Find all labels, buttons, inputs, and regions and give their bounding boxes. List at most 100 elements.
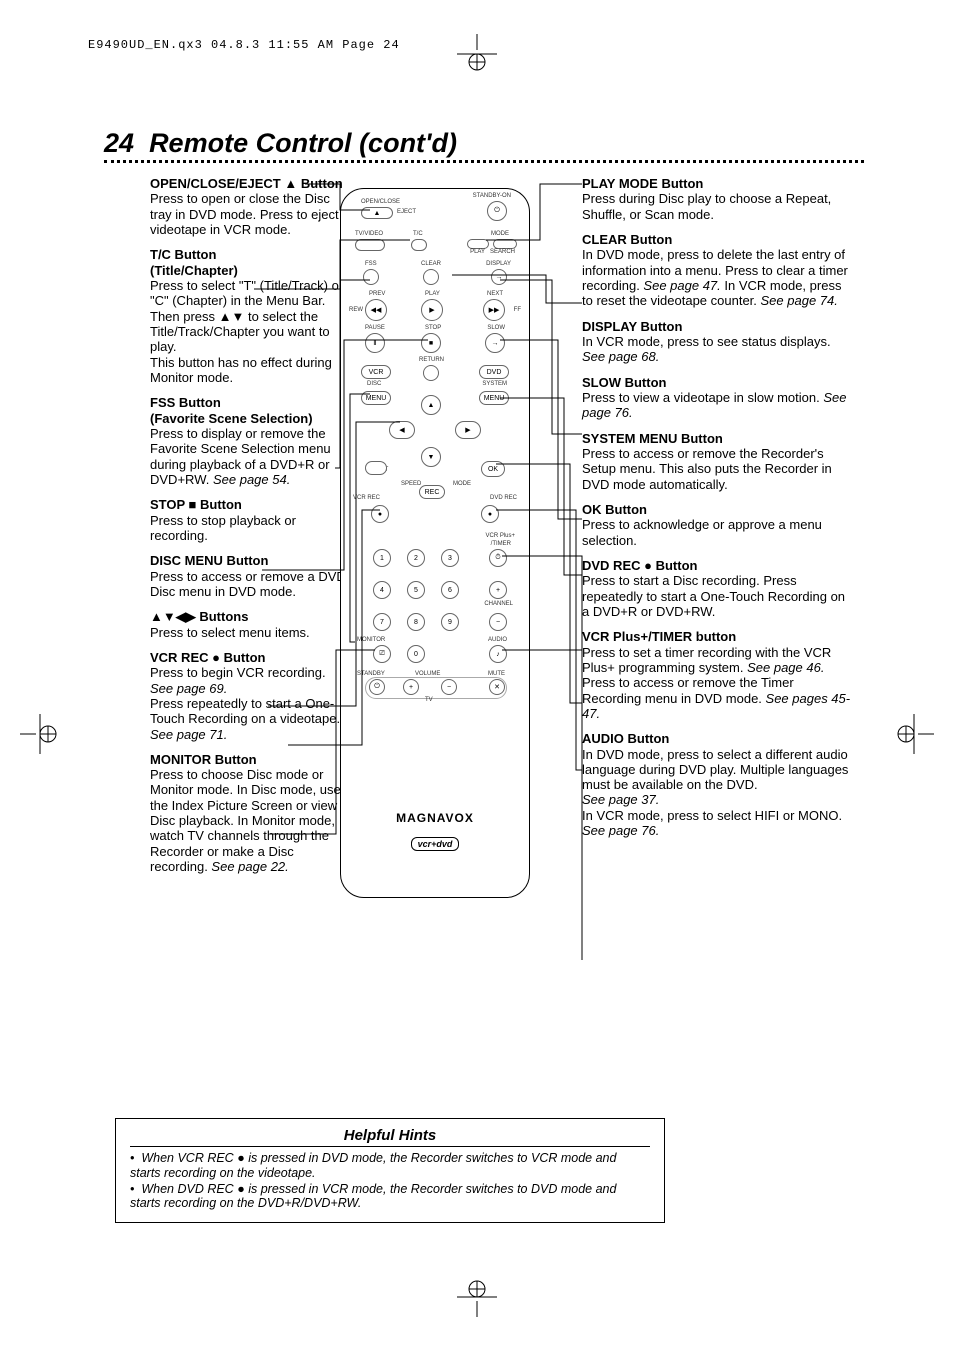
callout-title: VCR Plus+/TIMER button <box>582 629 736 644</box>
btn-rew[interactable]: ◀◀ <box>365 299 387 321</box>
btn-eject[interactable]: ▲ <box>361 207 393 219</box>
callout-body: Press to access or remove the Recorder's… <box>582 446 832 492</box>
btn-dvd[interactable]: DVD <box>479 365 509 379</box>
btn-display[interactable]: → <box>491 269 507 285</box>
right-callout-5: OK ButtonPress to acknowledge or approve… <box>582 502 854 548</box>
label-dvd-rec: DVD REC <box>490 495 517 501</box>
right-callout-0: PLAY MODE ButtonPress during Disc play t… <box>582 176 854 222</box>
callout-subtitle: (Favorite Scene Selection) <box>150 411 313 426</box>
btn-slow[interactable]: → <box>485 333 505 353</box>
btn-disc-menu[interactable]: MENU <box>361 391 391 405</box>
btn-vcr-rec[interactable]: ● <box>371 505 389 523</box>
label-mute: MUTE <box>488 671 505 677</box>
page-title-text: Remote Control (cont'd) <box>149 128 457 158</box>
btn-system-menu[interactable]: MENU <box>479 391 509 405</box>
callout-body: Press during Disc play to choose a Repea… <box>582 191 831 221</box>
callout-body: Press to view a videotape in slow motion… <box>582 390 846 420</box>
label-ff: FF <box>514 307 521 313</box>
btn-2[interactable]: 2 <box>407 549 425 567</box>
label-system: SYSTEM <box>482 381 507 387</box>
label-play-l: PLAY <box>470 249 485 255</box>
label-audio: AUDIO <box>488 637 507 643</box>
btn-8[interactable]: 8 <box>407 613 425 631</box>
label-eject: EJECT <box>397 209 416 215</box>
label-play2: PLAY <box>425 291 440 297</box>
callout-body: In DVD mode, press to select a different… <box>582 747 848 839</box>
btn-rec-speed[interactable]: REC <box>419 485 445 499</box>
label-slow: SLOW <box>487 325 505 331</box>
btn-pause[interactable]: Ⅱ <box>365 333 385 353</box>
btn-return[interactable] <box>423 365 439 381</box>
btn-standby[interactable]: ⏻ <box>487 201 507 221</box>
btn-stop[interactable]: ■ <box>421 333 441 353</box>
label-timer: /TIMER <box>491 541 511 547</box>
remote-sub-brand: vcr+dvd <box>341 839 529 849</box>
btn-select[interactable] <box>365 461 387 475</box>
hint-item-1: • When DVD REC ● is pressed in VCR mode,… <box>130 1182 650 1212</box>
btn-mute[interactable]: ✕ <box>489 679 505 695</box>
btn-1[interactable]: 1 <box>373 549 391 567</box>
btn-dvd-rec[interactable]: ● <box>481 505 499 523</box>
callout-body: Press to start a Disc recording. Press r… <box>582 573 845 619</box>
label-standby2: STANDBY <box>357 671 385 677</box>
btn-0[interactable]: 0 <box>407 645 425 663</box>
callout-title: PLAY MODE Button <box>582 176 703 191</box>
btn-vcrplus-timer[interactable]: ⏱ <box>489 549 507 567</box>
left-callout-1: T/C Button(Title/Chapter)Press to select… <box>150 247 350 385</box>
btn-9[interactable]: 9 <box>441 613 459 631</box>
callout-body: Press to acknowledge or approve a menu s… <box>582 517 822 547</box>
callout-title: DVD REC ● Button <box>582 558 697 573</box>
label-disc: DISC <box>367 381 381 387</box>
btn-6[interactable]: 6 <box>441 581 459 599</box>
header-rule <box>104 160 864 163</box>
callout-title: VCR REC ● Button <box>150 650 265 665</box>
btn-audio[interactable]: ♪ <box>489 645 507 663</box>
btn-monitor[interactable]: ⎚ <box>373 645 391 663</box>
callout-body: Press to open or close the Disc tray in … <box>150 191 349 237</box>
callout-title: MONITOR Button <box>150 752 257 767</box>
btn-tv-standby[interactable]: ⏻ <box>369 679 385 695</box>
label-next: NEXT <box>487 291 503 297</box>
page-title: 24 Remote Control (cont'd) <box>104 128 457 159</box>
btn-3[interactable]: 3 <box>441 549 459 567</box>
crop-mark-left <box>20 714 60 754</box>
btn-clear[interactable] <box>423 269 439 285</box>
label-standby: STANDBY-ON <box>473 193 511 199</box>
btn-vol-up[interactable]: + <box>403 679 419 695</box>
btn-vcr[interactable]: VCR <box>361 365 391 379</box>
btn-right[interactable]: ▶ <box>455 421 481 439</box>
btn-play-mode[interactable] <box>467 239 489 249</box>
label-search: SEARCH <box>490 249 515 255</box>
btn-fss[interactable] <box>363 269 379 285</box>
btn-ok[interactable]: OK <box>481 461 505 477</box>
print-job-header: E9490UD_EN.qx3 04.8.3 11:55 AM Page 24 <box>88 38 400 52</box>
callout-body: Press to choose Disc mode or Monitor mod… <box>150 767 341 874</box>
btn-4[interactable]: 4 <box>373 581 391 599</box>
label-vcr-rec: VCR REC <box>353 495 380 501</box>
right-callout-6: DVD REC ● ButtonPress to start a Disc re… <box>582 558 854 619</box>
btn-tc[interactable] <box>411 239 427 251</box>
helpful-hints-box: Helpful Hints • When VCR REC ● is presse… <box>115 1118 665 1223</box>
label-fss: FSS <box>365 261 377 267</box>
label-pause: PAUSE <box>365 325 385 331</box>
btn-vol-down[interactable]: − <box>441 679 457 695</box>
callout-body: Press to select "T" (Title/Track) or "C"… <box>150 278 343 385</box>
btn-search-mode[interactable] <box>493 239 517 249</box>
btn-ff[interactable]: ▶▶ <box>483 299 505 321</box>
remote-diagram: OPEN/CLOSE ▲ EJECT STANDBY-ON ⏻ TV/VIDEO… <box>340 188 530 898</box>
btn-ch-up[interactable]: + <box>489 581 507 599</box>
callout-body: Press to set a timer recording with the … <box>582 645 850 721</box>
callout-body: Press to select menu items. <box>150 625 310 640</box>
btn-up[interactable]: ▲ <box>421 395 441 415</box>
left-callout-5: ▲▼◀▶ ButtonsPress to select menu items. <box>150 609 350 640</box>
btn-play[interactable]: ▶ <box>421 299 443 321</box>
btn-down[interactable]: ▼ <box>421 447 441 467</box>
crop-mark-right <box>894 714 934 754</box>
btn-tv-video[interactable] <box>355 239 385 251</box>
btn-5[interactable]: 5 <box>407 581 425 599</box>
btn-left[interactable]: ◀ <box>389 421 415 439</box>
label-rew: REW <box>349 307 363 313</box>
btn-7[interactable]: 7 <box>373 613 391 631</box>
right-callout-2: DISPLAY ButtonIn VCR mode, press to see … <box>582 319 854 365</box>
btn-ch-down[interactable]: − <box>489 613 507 631</box>
